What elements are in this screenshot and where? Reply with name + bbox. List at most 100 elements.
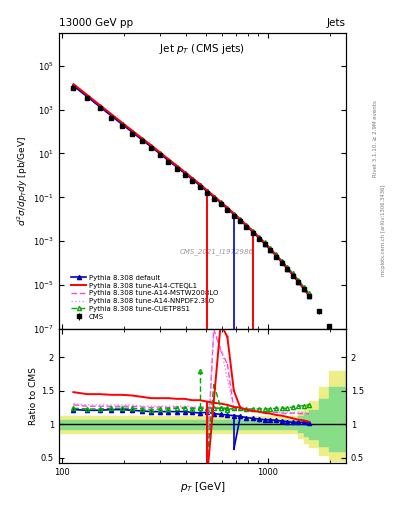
Line: Pythia 8.308 tune-A14-NNPDF2.3LO: Pythia 8.308 tune-A14-NNPDF2.3LO [73,86,309,294]
Pythia 8.308 default [140,137,144,143]
Pythia 8.308 default [190,176,195,182]
Pythia 8.308 tune-A14-MSTW2008LO [97,103,102,109]
Pythia 8.308 tune-A14-CTEQL1 [231,210,236,217]
Pythia 8.308 tune-A14-NNPDF2.3LO [85,93,90,99]
Pythia 8.308 default [290,272,295,279]
Pythia 8.308 tune-CUETP8S1 [244,222,249,228]
Pythia 8.308 default [211,194,216,200]
Pythia 8.308 tune-A14-CTEQL1 [279,259,284,265]
Pythia 8.308 tune-A14-CTEQL1 [307,292,311,298]
Y-axis label: $d^2\sigma/dp_T dy$ [pb/GeV]: $d^2\sigma/dp_T dy$ [pb/GeV] [16,136,30,226]
Pythia 8.308 tune-CUETP8S1 [238,216,242,222]
Pythia 8.308 tune-A14-MSTW2008LO [190,176,195,182]
Pythia 8.308 tune-A14-MSTW2008LO [256,234,261,240]
Pythia 8.308 tune-A14-CTEQL1 [97,102,102,108]
Pythia 8.308 tune-A14-CTEQL1 [211,193,216,199]
Pythia 8.308 tune-A14-NNPDF2.3LO [301,284,306,290]
Pythia 8.308 tune-A14-NNPDF2.3LO [307,291,311,297]
Pythia 8.308 tune-A14-NNPDF2.3LO [279,258,284,264]
Pythia 8.308 tune-A14-MSTW2008LO [296,278,301,284]
Pythia 8.308 tune-CUETP8S1 [197,182,202,188]
Pythia 8.308 tune-A14-MSTW2008LO [158,150,162,156]
Pythia 8.308 tune-A14-NNPDF2.3LO [190,176,195,182]
Pythia 8.308 tune-A14-NNPDF2.3LO [231,210,236,217]
Pythia 8.308 tune-CUETP8S1 [274,251,279,258]
Line: Pythia 8.308 tune-CUETP8S1: Pythia 8.308 tune-CUETP8S1 [71,83,311,295]
Pythia 8.308 tune-CUETP8S1 [158,151,162,157]
Pythia 8.308 tune-CUETP8S1 [97,103,102,110]
Pythia 8.308 tune-A14-CTEQL1 [285,265,290,271]
Pythia 8.308 tune-A14-MSTW2008LO [166,157,171,163]
Pythia 8.308 tune-A14-MSTW2008LO [130,129,134,135]
Pythia 8.308 tune-A14-CTEQL1 [256,234,261,240]
Pythia 8.308 tune-A14-MSTW2008LO [238,217,242,223]
Pythia 8.308 default [219,200,223,206]
Pythia 8.308 tune-CUETP8S1 [109,113,114,119]
Text: Jets: Jets [327,18,346,28]
Pythia 8.308 tune-A14-MSTW2008LO [174,163,179,169]
Pythia 8.308 default [119,121,124,127]
Pythia 8.308 tune-CUETP8S1 [219,199,223,205]
Pythia 8.308 tune-A14-MSTW2008LO [301,285,306,291]
Pythia 8.308 tune-CUETP8S1 [190,176,195,182]
Pythia 8.308 tune-A14-CTEQL1 [204,187,209,193]
Pythia 8.308 tune-A14-CTEQL1 [158,149,162,155]
Pythia 8.308 default [182,170,187,176]
Pythia 8.308 tune-A14-CTEQL1 [119,119,124,125]
Pythia 8.308 tune-A14-NNPDF2.3LO [204,187,209,194]
Pythia 8.308 tune-A14-CTEQL1 [149,142,154,148]
Pythia 8.308 tune-A14-CTEQL1 [262,240,267,246]
Pythia 8.308 tune-A14-MSTW2008LO [274,252,279,258]
Pythia 8.308 default [238,217,242,223]
Pythia 8.308 tune-A14-MSTW2008LO [197,182,202,188]
Pythia 8.308 tune-A14-NNPDF2.3LO [119,120,124,126]
Pythia 8.308 tune-CUETP8S1 [268,245,273,251]
Pythia 8.308 tune-A14-NNPDF2.3LO [97,103,102,109]
Pythia 8.308 tune-CUETP8S1 [290,270,295,276]
Pythia 8.308 default [97,103,102,110]
Pythia 8.308 tune-A14-CTEQL1 [140,135,144,141]
X-axis label: $p_T$ [GeV]: $p_T$ [GeV] [180,480,225,494]
Pythia 8.308 default [279,259,284,265]
Pythia 8.308 tune-A14-MSTW2008LO [119,121,124,127]
Pythia 8.308 tune-A14-MSTW2008LO [307,291,311,297]
Pythia 8.308 default [158,151,162,157]
Pythia 8.308 tune-A14-NNPDF2.3LO [140,136,144,142]
Pythia 8.308 default [268,247,273,253]
Pythia 8.308 tune-CUETP8S1 [85,94,90,100]
Pythia 8.308 tune-A14-MSTW2008LO [71,82,76,89]
Pythia 8.308 tune-A14-CTEQL1 [130,127,134,134]
Pythia 8.308 tune-CUETP8S1 [262,239,267,245]
Pythia 8.308 default [301,286,306,292]
Pythia 8.308 tune-CUETP8S1 [279,258,284,264]
Pythia 8.308 tune-CUETP8S1 [182,170,187,176]
Pythia 8.308 tune-A14-NNPDF2.3LO [211,194,216,200]
Pythia 8.308 tune-A14-CTEQL1 [166,156,171,162]
Pythia 8.308 default [262,241,267,247]
Pythia 8.308 tune-CUETP8S1 [250,228,255,234]
Pythia 8.308 tune-CUETP8S1 [119,121,124,127]
Pythia 8.308 tune-CUETP8S1 [256,233,261,240]
Pythia 8.308 tune-A14-MSTW2008LO [225,205,230,211]
Pythia 8.308 tune-CUETP8S1 [130,129,134,135]
Pythia 8.308 tune-A14-CTEQL1 [174,162,179,168]
Pythia 8.308 tune-A14-NNPDF2.3LO [71,82,76,89]
Pythia 8.308 tune-CUETP8S1 [301,284,306,290]
Pythia 8.308 tune-A14-MSTW2008LO [85,93,90,99]
Pythia 8.308 tune-A14-MSTW2008LO [290,271,295,277]
Pythia 8.308 tune-A14-MSTW2008LO [262,240,267,246]
Pythia 8.308 tune-A14-MSTW2008LO [211,194,216,200]
Pythia 8.308 tune-A14-MSTW2008LO [182,169,187,176]
Pythia 8.308 default [149,144,154,150]
Pythia 8.308 default [204,188,209,195]
Y-axis label: Ratio to CMS: Ratio to CMS [29,367,38,425]
Pythia 8.308 tune-A14-NNPDF2.3LO [268,246,273,252]
Text: mcplots.cern.ch [arXiv:1306.3436]: mcplots.cern.ch [arXiv:1306.3436] [381,185,386,276]
Pythia 8.308 default [197,182,202,188]
Pythia 8.308 tune-A14-MSTW2008LO [279,258,284,264]
Pythia 8.308 tune-A14-MSTW2008LO [285,265,290,271]
Pythia 8.308 tune-A14-NNPDF2.3LO [219,199,223,205]
Text: 13000 GeV pp: 13000 GeV pp [59,18,133,28]
Pythia 8.308 default [274,253,279,259]
Pythia 8.308 tune-CUETP8S1 [166,157,171,163]
